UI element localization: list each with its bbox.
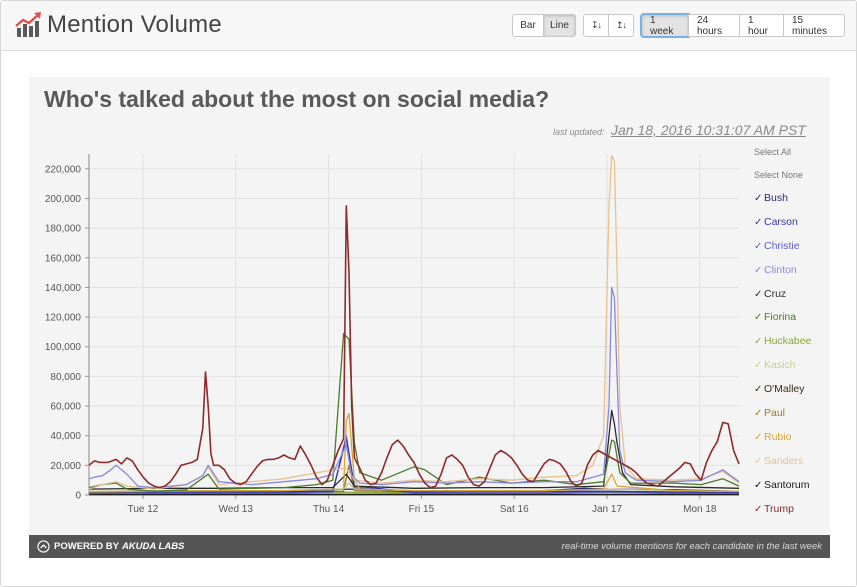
last-updated-label: last updated:	[553, 127, 605, 137]
range-1-week-button[interactable]: 1 week	[640, 13, 690, 38]
trend-chart-icon	[15, 12, 41, 37]
bar-chart-button[interactable]: Bar	[512, 14, 544, 37]
legend-item-christie[interactable]: ✓ Christie	[754, 239, 830, 263]
checkmark-icon: ✓	[754, 503, 763, 515]
range-15-minutes-button[interactable]: 15 minutes	[783, 14, 845, 37]
candidate-legend: Select All Select None ✓ Bush ✓ Carson ✓ Chri…	[754, 145, 830, 525]
checkmark-icon: ✓	[754, 479, 763, 491]
legend-item-label: Carson	[764, 215, 798, 228]
legend-item-trump[interactable]: ✓ Trump	[754, 502, 830, 526]
y-tick-label: 180,000	[45, 224, 82, 235]
legend-item-label: Sanders	[764, 454, 804, 467]
y-tick-label: 120,000	[45, 313, 82, 324]
legend-item-clinton[interactable]: ✓ Clinton	[754, 263, 830, 287]
checkmark-icon: ✓	[754, 408, 763, 420]
legend-item-santorum[interactable]: ✓ Santorum	[754, 478, 830, 502]
y-tick-label: 200,000	[45, 194, 82, 205]
legend-item-sanders[interactable]: ✓ Sanders	[754, 454, 830, 478]
legend-item-carson[interactable]: ✓ Carson	[754, 215, 830, 239]
legend-item-bush[interactable]: ✓ Bush	[754, 191, 830, 215]
x-tick-label: Tue 12	[128, 504, 159, 515]
chart-panel: Who's talked about the most on social me…	[29, 77, 830, 535]
select-none-link[interactable]: Select None	[754, 170, 804, 180]
legend-item-label: Rubio	[764, 430, 792, 443]
y-tick-label: 100,000	[45, 342, 82, 353]
legend-item-label: O'Malley	[764, 383, 805, 396]
sort-ascending-button[interactable]: ↧↓	[583, 14, 609, 37]
x-tick-label: Sat 16	[500, 504, 529, 515]
time-range-toggle: 1 week 24 hours 1 hour 15 minutes	[640, 13, 845, 38]
checkmark-icon: ✓	[754, 336, 763, 348]
series-line-cruz	[88, 409, 740, 490]
checkmark-icon: ✓	[754, 455, 763, 467]
sort-descending-button[interactable]: ↥↓	[608, 14, 634, 37]
sort-ascending-icon: ↧↓	[590, 20, 602, 30]
legend-item-paul[interactable]: ✓ Paul	[754, 406, 830, 430]
series-line-sanders	[88, 154, 740, 490]
legend-item-label: Christie	[764, 239, 800, 252]
line-chart: 0 20,000 40,000 60,000 80,000 100,000 120,000 1…	[45, 154, 740, 515]
checkmark-icon: ✓	[754, 312, 763, 324]
sort-toggle: ↧↓ ↥↓	[583, 14, 634, 37]
powered-by-label: POWERED BY	[54, 541, 119, 552]
y-tick-label: 140,000	[45, 283, 82, 294]
checkmark-icon: ✓	[754, 360, 763, 372]
legend-item-label: Fiorina	[764, 311, 797, 324]
legend-item-label: Clinton	[764, 263, 797, 276]
footer-bar: POWERED BY AKUDA LABS real-time volume m…	[29, 535, 830, 558]
checkmark-icon: ✓	[754, 264, 763, 276]
powered-by-brand: AKUDA LABS	[121, 541, 185, 552]
y-tick-label: 0	[75, 491, 81, 502]
legend-item-kasich[interactable]: ✓ Kasich	[754, 358, 830, 382]
legend-item-fiorina[interactable]: ✓ Fiorina	[754, 310, 830, 334]
last-updated-value[interactable]: Jan 18, 2016 10:31:07 AM PST	[611, 122, 806, 138]
chevron-up-circle-icon	[37, 540, 50, 553]
x-tick-label: Mon 18	[683, 504, 717, 515]
series-line-fiorina	[88, 332, 740, 492]
chart-title: Who's talked about the most on social me…	[44, 86, 550, 112]
app-header: Mention Volume Bar Line ↧↓ ↥↓ 1 week 24 …	[1, 1, 856, 51]
legend-item-omalley[interactable]: ✓ O'Malley	[754, 382, 830, 406]
select-all-link[interactable]: Select All	[754, 147, 792, 157]
x-tick-label: Fri 15	[409, 504, 435, 515]
series-line-trump	[88, 205, 740, 489]
legend-item-rubio[interactable]: ✓ Rubio	[754, 430, 830, 454]
checkmark-icon: ✓	[754, 240, 763, 252]
y-tick-label: 220,000	[45, 164, 82, 175]
checkmark-icon: ✓	[754, 288, 763, 300]
x-tick-label: Thu 14	[313, 504, 345, 515]
legend-item-label: Santorum	[764, 478, 810, 491]
legend-item-label: Kasich	[764, 359, 796, 372]
legend-item-label: Huckabee	[764, 335, 812, 348]
checkmark-icon: ✓	[754, 193, 763, 204]
line-chart-button[interactable]: Line	[543, 14, 576, 37]
y-tick-label: 20,000	[50, 461, 81, 472]
y-tick-label: 160,000	[45, 253, 82, 264]
series-line-rubio	[88, 412, 740, 493]
legend-item-huckabee[interactable]: ✓ Huckabee	[754, 334, 830, 358]
app-title: Mention Volume	[47, 11, 222, 38]
x-tick-label: Wed 13	[219, 504, 254, 515]
legend-item-cruz[interactable]: ✓ Cruz	[754, 287, 830, 311]
powered-by[interactable]: POWERED BY AKUDA LABS	[37, 540, 184, 553]
checkmark-icon: ✓	[754, 216, 763, 228]
y-tick-label: 40,000	[50, 431, 81, 442]
checkmark-icon: ✓	[754, 384, 763, 396]
legend-item-label: Paul	[764, 407, 786, 420]
legend-item-label: Trump	[764, 502, 794, 515]
chart-type-toggle: Bar Line	[512, 14, 576, 37]
range-24-hours-button[interactable]: 24 hours	[688, 14, 740, 37]
series-line-christie	[88, 435, 739, 495]
sort-descending-icon: ↥↓	[615, 20, 627, 30]
x-tick-label: Jan 17	[592, 504, 622, 515]
y-tick-label: 60,000	[50, 402, 81, 413]
footer-caption: real-time volume mentions for each candi…	[561, 541, 822, 552]
y-tick-label: 80,000	[50, 372, 81, 383]
legend-item-label: Bush	[764, 192, 788, 204]
range-1-hour-button[interactable]: 1 hour	[739, 14, 784, 37]
legend-item-label: Cruz	[764, 287, 787, 300]
checkmark-icon: ✓	[754, 431, 763, 443]
